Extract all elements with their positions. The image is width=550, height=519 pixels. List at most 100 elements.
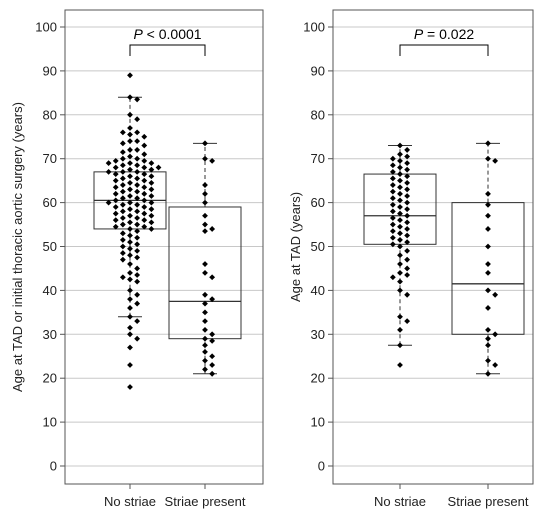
data-point <box>141 151 148 158</box>
data-point <box>148 219 155 226</box>
x-category-label: Striae present <box>448 494 529 509</box>
data-point <box>119 195 126 202</box>
data-point <box>404 256 411 263</box>
p-value-symbol: P <box>414 26 424 42</box>
data-point <box>209 296 216 303</box>
data-point <box>397 362 403 368</box>
data-point <box>202 140 208 147</box>
data-point <box>202 366 208 373</box>
data-point <box>141 197 148 204</box>
data-point <box>119 175 126 182</box>
data-point <box>119 208 126 215</box>
data-point <box>485 342 491 349</box>
data-point <box>209 226 216 232</box>
data-point <box>389 175 396 182</box>
data-point <box>141 217 148 224</box>
data-point <box>389 188 396 195</box>
data-point <box>202 212 208 219</box>
data-point <box>127 206 133 213</box>
data-point <box>134 300 141 307</box>
y-tick-label: 20 <box>43 371 57 386</box>
data-point <box>119 162 126 169</box>
data-point <box>134 215 141 221</box>
data-point <box>209 157 216 164</box>
data-point <box>134 278 141 285</box>
y-tick-label: 100 <box>35 20 57 35</box>
data-point <box>127 239 133 246</box>
data-point <box>485 269 491 276</box>
data-point <box>112 204 119 210</box>
data-point <box>112 223 119 230</box>
data-point <box>209 274 216 281</box>
data-point <box>127 173 133 180</box>
data-point <box>119 188 126 195</box>
data-point <box>134 208 141 215</box>
data-point <box>397 142 403 149</box>
data-point <box>127 296 133 303</box>
data-point <box>127 212 133 219</box>
data-point <box>148 166 155 173</box>
data-point <box>492 157 499 164</box>
data-point <box>127 111 133 118</box>
data-point <box>202 155 208 162</box>
data-point <box>119 149 126 156</box>
data-point <box>134 241 141 248</box>
data-point <box>119 129 126 136</box>
x-category-label: Striae present <box>165 494 246 509</box>
data-point <box>397 243 403 250</box>
data-point <box>134 188 141 195</box>
data-point <box>127 276 133 283</box>
data-point <box>134 318 141 325</box>
data-point <box>397 217 403 224</box>
data-point <box>119 182 126 188</box>
data-point <box>485 327 491 333</box>
data-point <box>141 177 148 184</box>
y-tick-label: 0 <box>318 459 325 474</box>
data-point <box>209 331 216 338</box>
data-point <box>202 228 208 235</box>
data-point <box>202 335 208 342</box>
data-point <box>397 223 403 230</box>
data-point <box>141 171 148 177</box>
data-point <box>134 335 141 342</box>
y-tick-label: 40 <box>43 283 57 298</box>
y-tick-label: 10 <box>311 415 325 430</box>
data-point <box>202 261 208 267</box>
data-point <box>119 221 126 228</box>
data-point <box>404 291 411 298</box>
y-tick-label: 70 <box>311 151 325 166</box>
data-point <box>127 232 133 239</box>
y-tick-label: 60 <box>43 195 57 210</box>
data-point <box>397 252 403 259</box>
data-point <box>127 269 133 276</box>
y-tick-label: 50 <box>311 239 325 254</box>
data-point <box>127 245 133 252</box>
y-tick-label: 100 <box>303 20 325 35</box>
data-point <box>119 155 126 162</box>
data-point <box>485 305 491 311</box>
data-point <box>404 173 411 180</box>
y-tick-label: 80 <box>43 107 57 122</box>
y-tick-label: 10 <box>43 415 57 430</box>
data-point <box>404 318 411 325</box>
y-tick-label: 30 <box>311 327 325 342</box>
data-point <box>134 116 141 123</box>
data-point <box>404 265 411 272</box>
data-point <box>389 155 396 162</box>
data-point <box>119 230 126 237</box>
data-point <box>127 147 133 153</box>
y-tick-label: 90 <box>43 63 57 78</box>
data-point <box>209 353 216 360</box>
y-tick-label: 20 <box>311 371 325 386</box>
data-point <box>134 155 141 162</box>
data-point <box>141 223 148 230</box>
data-point <box>119 201 126 208</box>
data-point <box>209 370 216 377</box>
data-point <box>141 133 148 140</box>
data-point <box>148 160 155 166</box>
data-point <box>389 228 396 235</box>
data-point <box>485 201 491 208</box>
plot-frame <box>64 9 264 485</box>
data-point <box>389 208 396 215</box>
data-point <box>105 168 112 175</box>
